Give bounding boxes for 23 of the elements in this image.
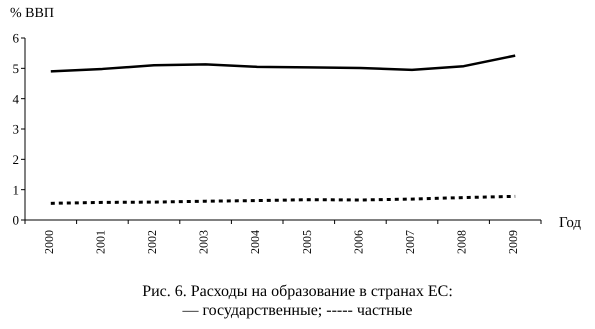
x-tick-label: 2009 <box>506 230 520 254</box>
y-axis-title: % ВВП <box>10 6 54 22</box>
x-tick-label: 2005 <box>300 230 314 254</box>
x-tick-label: 2003 <box>196 230 211 254</box>
y-tick-label: 1 <box>12 182 19 198</box>
line-series <box>49 194 517 205</box>
x-tick-label: 2006 <box>351 230 366 254</box>
x-axis-title: Год <box>559 215 582 232</box>
x-tick-label: 2008 <box>454 230 469 254</box>
y-tick-label: 5 <box>12 60 19 76</box>
x-tick-label: 2007 <box>403 230 417 254</box>
x-tick-label: 2004 <box>248 230 262 254</box>
x-tick-label: 2002 <box>145 230 159 254</box>
y-tick-label: 0 <box>12 212 19 228</box>
y-tick-label: 3 <box>12 122 19 137</box>
x-tick-label: 2000 <box>42 230 56 254</box>
y-tick-label: 6 <box>12 30 20 46</box>
text: Рис. 6. Расходы на образование в странах ЕС: <box>141 282 454 301</box>
text: — государственные; ----- частные <box>181 301 414 320</box>
line-series <box>50 54 516 73</box>
x-tick-label: 2001 <box>93 230 108 254</box>
y-tick-label: 2 <box>12 152 19 167</box>
y-tick-label: 4 <box>12 91 20 106</box>
